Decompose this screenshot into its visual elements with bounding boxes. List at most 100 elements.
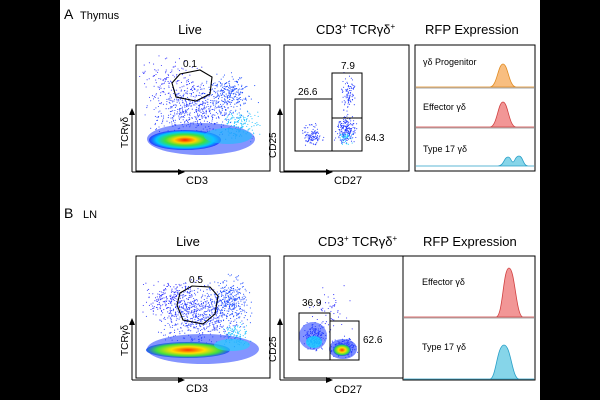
event-dot xyxy=(245,296,247,298)
event-dot xyxy=(185,84,188,86)
event-dot xyxy=(151,95,153,97)
event-dot xyxy=(164,80,166,82)
event-dot xyxy=(185,106,188,108)
event-dot xyxy=(353,86,355,88)
event-dot xyxy=(170,99,172,101)
event-dot xyxy=(233,335,235,337)
event-dot xyxy=(203,120,205,122)
event-dot xyxy=(205,319,207,322)
event-dot xyxy=(167,322,169,325)
event-dot xyxy=(172,296,174,298)
event-dot xyxy=(199,277,201,279)
event-dot xyxy=(205,118,207,120)
event-dot xyxy=(148,304,150,306)
event-dot xyxy=(191,311,193,313)
event-dot xyxy=(216,326,218,328)
event-dot xyxy=(250,98,252,100)
event-dot xyxy=(218,96,220,98)
event-dot xyxy=(200,308,202,310)
event-dot xyxy=(221,100,223,102)
event-dot xyxy=(351,328,353,330)
event-dot xyxy=(144,70,146,72)
event-dot xyxy=(236,276,238,278)
event-dot xyxy=(153,307,155,309)
event-dot xyxy=(183,308,185,310)
event-dot xyxy=(210,319,212,321)
event-dot xyxy=(315,350,317,352)
event-dot xyxy=(208,108,210,110)
event-dot xyxy=(220,300,222,303)
event-dot xyxy=(208,309,210,311)
event-dot xyxy=(177,68,179,70)
event-dot xyxy=(241,77,243,79)
event-dot xyxy=(194,299,196,301)
event-dot xyxy=(163,301,165,303)
event-dot xyxy=(184,60,186,63)
event-dot xyxy=(244,116,246,119)
event-dot xyxy=(203,318,205,320)
event-dot xyxy=(229,294,231,296)
event-dot xyxy=(230,317,232,319)
event-dot xyxy=(194,310,196,312)
event-dot xyxy=(163,290,165,292)
event-dot xyxy=(166,307,168,309)
panel-b-live-plot: 0.5 xyxy=(135,255,271,379)
event-dot xyxy=(209,324,211,327)
event-dot xyxy=(209,109,211,112)
event-dot xyxy=(354,132,356,134)
event-dot xyxy=(350,122,352,124)
event-dot xyxy=(220,326,222,328)
event-dot xyxy=(220,88,222,90)
event-dot xyxy=(196,114,199,116)
event-dot xyxy=(183,291,185,293)
event-dot xyxy=(169,297,172,300)
event-dot xyxy=(202,112,204,114)
event-dot xyxy=(174,288,176,290)
event-dot xyxy=(209,106,211,108)
event-dot xyxy=(194,292,196,294)
event-dot xyxy=(334,339,336,341)
event-dot xyxy=(187,313,189,315)
event-dot xyxy=(313,132,315,134)
event-dot xyxy=(161,122,163,124)
event-dot xyxy=(185,111,187,113)
event-dot xyxy=(232,300,234,302)
event-dot xyxy=(164,334,166,336)
event-dot xyxy=(185,310,187,312)
event-dot xyxy=(217,308,220,310)
event-dot xyxy=(228,298,230,301)
event-dot xyxy=(314,126,316,128)
event-dot xyxy=(200,326,202,328)
event-dot xyxy=(244,336,246,338)
event-dot xyxy=(227,89,229,91)
event-dot xyxy=(183,116,185,119)
event-dot xyxy=(168,82,170,84)
event-dot xyxy=(184,309,186,311)
event-dot xyxy=(216,328,218,330)
event-dot xyxy=(209,321,211,323)
event-dot xyxy=(206,297,208,299)
event-dot xyxy=(164,288,167,290)
event-dot xyxy=(178,92,180,94)
event-dot xyxy=(214,326,216,328)
event-dot xyxy=(242,126,244,128)
event-dot xyxy=(229,84,231,86)
event-dot xyxy=(352,133,355,136)
event-dot xyxy=(228,94,230,96)
event-dot xyxy=(341,132,343,134)
event-dot xyxy=(233,333,235,336)
event-dot xyxy=(322,287,324,289)
event-dot xyxy=(156,299,158,301)
event-dot xyxy=(337,316,340,318)
event-dot xyxy=(184,304,186,306)
event-dot xyxy=(196,111,198,113)
event-dot xyxy=(311,138,313,140)
event-dot xyxy=(240,114,242,116)
event-dot xyxy=(163,88,165,90)
event-dot xyxy=(167,302,170,305)
event-dot xyxy=(353,120,355,122)
event-dot xyxy=(345,101,347,103)
event-dot xyxy=(234,327,237,329)
event-dot xyxy=(235,109,237,111)
event-dot xyxy=(216,325,218,327)
